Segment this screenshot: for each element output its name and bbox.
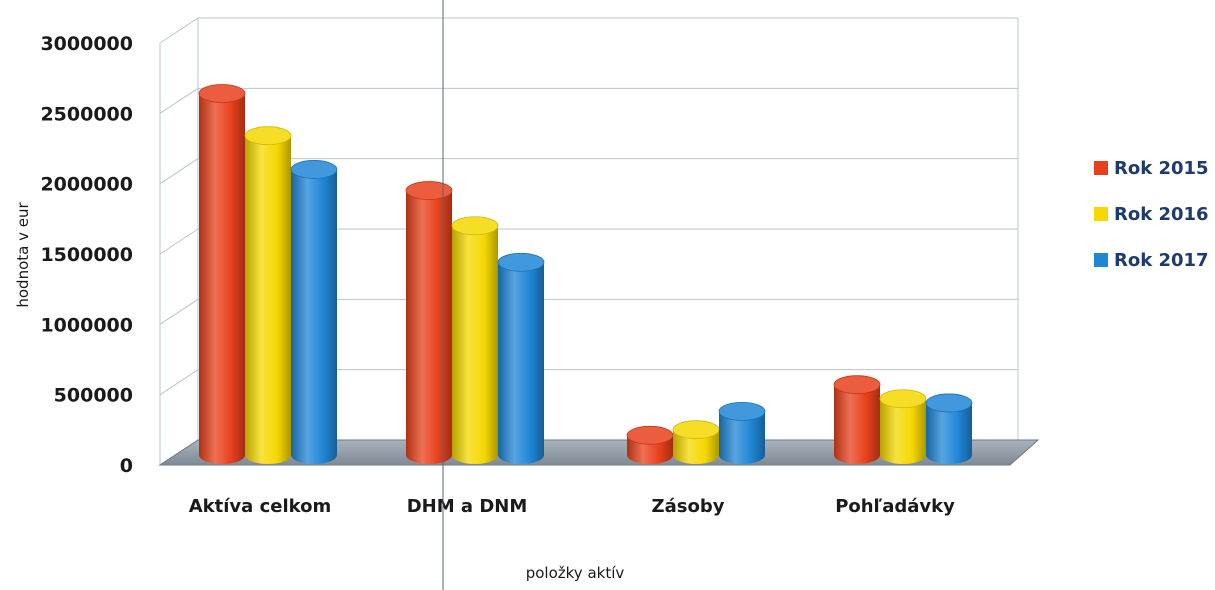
- y-tick-label: 2000000: [40, 174, 133, 196]
- y-tick-label: 2500000: [40, 103, 133, 125]
- y-axis-ticks: 0 500000 1000000 1500000 2000000 2500000 30000…: [40, 33, 133, 477]
- y-tick-label: 500000: [54, 385, 133, 407]
- legend-swatch: [1094, 207, 1108, 221]
- bar-rok-2016-3: [879, 389, 927, 464]
- bar-top: [405, 181, 453, 200]
- x-category-label: Pohľadávky: [835, 496, 955, 517]
- grid-line-side: [159, 87, 199, 114]
- bar-rok-2016-1: [451, 216, 499, 464]
- grid-line-side: [159, 228, 199, 255]
- bar-rok-2017-2: [718, 401, 766, 464]
- grid-line-side: [159, 158, 199, 185]
- floor-plane: [158, 439, 1040, 466]
- bar-rok-2017-1: [497, 252, 545, 464]
- grid-line-side: [159, 369, 199, 396]
- bar-top: [290, 160, 338, 179]
- legend-label: Rok 2015: [1114, 158, 1209, 179]
- bar-top: [244, 126, 292, 146]
- bar-body: [406, 190, 452, 464]
- bar-top: [718, 401, 766, 421]
- legend-label: Rok 2016: [1114, 204, 1209, 225]
- bar-rok-2015-3: [833, 375, 881, 464]
- bar-top: [879, 389, 927, 409]
- bar-top: [497, 252, 545, 272]
- grid-line-side: [159, 298, 199, 325]
- chart-floor: [158, 439, 1040, 466]
- x-category-label: DHM a DNM: [407, 496, 528, 517]
- y-tick-label: 3000000: [40, 33, 133, 55]
- legend: Rok 2015 Rok 2016 Rok 2017: [1094, 158, 1209, 271]
- y-tick-label: 1500000: [40, 244, 133, 266]
- bar-rok-2015-2: [626, 425, 674, 464]
- bar-rok-2017-3: [925, 393, 973, 464]
- bar-body: [452, 225, 498, 464]
- bar-top: [833, 375, 881, 395]
- bar-top: [672, 420, 720, 440]
- bar-body: [719, 411, 765, 464]
- bar-rok-2017-0: [290, 160, 338, 465]
- bar-top: [451, 216, 499, 236]
- x-category-label: Zásoby: [652, 496, 725, 517]
- bar-rok-2016-2: [672, 420, 720, 464]
- bar-body: [291, 169, 337, 465]
- legend-swatch: [1094, 161, 1108, 175]
- legend-label: Rok 2017: [1114, 250, 1209, 271]
- x-category-label: Aktíva celkom: [189, 496, 331, 517]
- bar-body: [880, 398, 926, 464]
- bar-top: [198, 84, 246, 103]
- bar-rok-2015-0: [198, 84, 246, 464]
- bar-body: [498, 262, 544, 464]
- y-axis-title: hodnota v eur: [14, 202, 32, 308]
- bar-body: [199, 93, 245, 464]
- y-tick-label: 0: [120, 455, 133, 477]
- bar-top: [925, 393, 973, 413]
- bars: [198, 84, 973, 465]
- legend-swatch: [1094, 253, 1108, 267]
- bar-rok-2016-0: [244, 126, 292, 465]
- bar-rok-2015-1: [405, 181, 453, 464]
- x-axis-title: položky aktív: [526, 564, 625, 582]
- bar-body: [245, 135, 291, 465]
- bar-body: [926, 402, 972, 464]
- bar-body: [834, 384, 880, 464]
- bar-body: [673, 429, 719, 464]
- y-tick-label: 1000000: [40, 314, 133, 336]
- x-axis-categories: Aktíva celkom DHM a DNM Zásoby Pohľadávky: [189, 496, 955, 517]
- bar-top: [626, 425, 674, 445]
- grid-line-side: [159, 17, 199, 44]
